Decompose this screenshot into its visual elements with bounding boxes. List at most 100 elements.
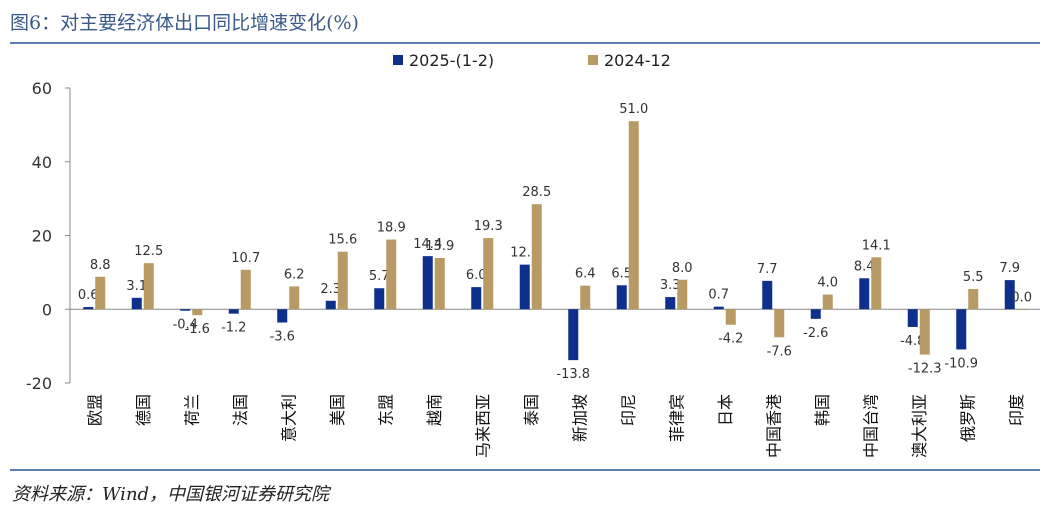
category-label: 法国 bbox=[231, 394, 250, 426]
data-label: -13.8 bbox=[556, 367, 590, 382]
category-label: 俄罗斯 bbox=[958, 394, 977, 442]
data-label: 13.9 bbox=[425, 239, 454, 254]
category-label: 中国香港 bbox=[764, 394, 783, 458]
data-label: -3.6 bbox=[270, 330, 295, 345]
bar-2024-12 bbox=[240, 269, 251, 310]
data-label: 6.2 bbox=[284, 267, 305, 282]
legend-label: 2025-(1-2) bbox=[409, 51, 494, 70]
data-label: -2.6 bbox=[803, 326, 828, 341]
bar-2025-1-2 bbox=[665, 297, 676, 310]
data-label: 4.0 bbox=[817, 276, 838, 291]
data-label: -1.6 bbox=[185, 322, 210, 337]
bar-2024-12 bbox=[192, 309, 203, 316]
bar-2025-1-2 bbox=[422, 256, 433, 310]
y-tick-label: 0 bbox=[42, 300, 52, 319]
bar-2024-12 bbox=[95, 276, 106, 310]
bar-2025-1-2 bbox=[83, 307, 94, 310]
data-label: 8.0 bbox=[672, 261, 693, 276]
data-label: 7.9 bbox=[999, 261, 1020, 276]
y-tick-label: 20 bbox=[32, 227, 52, 246]
data-label: -10.9 bbox=[944, 356, 978, 371]
data-label: -4.2 bbox=[718, 332, 743, 347]
category-label: 韩国 bbox=[813, 394, 832, 426]
bar-2025-1-2 bbox=[519, 264, 530, 310]
category-label: 欧盟 bbox=[85, 394, 104, 426]
category-label: 美国 bbox=[328, 394, 347, 426]
data-label: -7.6 bbox=[767, 344, 792, 359]
data-label: 51.0 bbox=[619, 102, 648, 117]
legend-swatch bbox=[393, 55, 403, 65]
bar-2025-1-2 bbox=[810, 309, 821, 319]
category-label: 泰国 bbox=[522, 394, 541, 426]
y-tick-label: 60 bbox=[32, 79, 52, 98]
bar-2024-12 bbox=[871, 257, 882, 310]
bar-2025-1-2 bbox=[1004, 280, 1015, 310]
category-label: 越南 bbox=[425, 394, 444, 426]
bar-2025-1-2 bbox=[713, 306, 724, 310]
data-label: 7.7 bbox=[757, 262, 778, 277]
data-label: 6.4 bbox=[575, 267, 596, 282]
data-label: -4.8 bbox=[900, 334, 925, 349]
bar-2024-12 bbox=[143, 263, 154, 310]
data-label: 0.6 bbox=[78, 288, 99, 303]
data-label: 3.3 bbox=[660, 278, 681, 293]
category-label: 德国 bbox=[134, 394, 153, 426]
bar-2024-12 bbox=[289, 286, 300, 310]
data-label: 2.3 bbox=[320, 282, 341, 297]
bar-2025-1-2 bbox=[471, 287, 482, 310]
bar-2025-1-2 bbox=[956, 309, 967, 350]
y-tick-label: -20 bbox=[26, 374, 52, 393]
category-label: 马来西亚 bbox=[473, 394, 492, 458]
category-label: 印度 bbox=[1007, 394, 1026, 426]
bar-2025-1-2 bbox=[374, 288, 385, 310]
data-label: 28.5 bbox=[522, 185, 551, 200]
category-label: 荷兰 bbox=[182, 394, 201, 426]
legend-swatch bbox=[588, 55, 598, 65]
category-label: 澳大利亚 bbox=[910, 394, 929, 458]
bar-2024-12 bbox=[483, 238, 494, 310]
category-label: 意大利 bbox=[279, 394, 298, 442]
bar-2024-12 bbox=[968, 288, 979, 310]
data-label: 14.4 bbox=[413, 237, 442, 252]
data-label: 3.1 bbox=[126, 279, 147, 294]
category-label: 东盟 bbox=[376, 394, 395, 426]
data-label: 0.0 bbox=[1011, 290, 1032, 305]
data-label: 12.5 bbox=[134, 244, 163, 259]
data-label: 6.5 bbox=[611, 266, 632, 281]
data-label: 5.7 bbox=[369, 269, 390, 284]
bar-2024-12 bbox=[677, 279, 688, 310]
bar-2025-1-2 bbox=[859, 278, 870, 310]
bar-2025-1-2 bbox=[616, 285, 627, 310]
data-label: 5.5 bbox=[963, 270, 984, 285]
data-label: 8.4 bbox=[854, 259, 875, 274]
chart-title: 图6：对主要经济体出口同比增速变化(%) bbox=[10, 12, 359, 34]
data-label: 8.8 bbox=[90, 258, 111, 273]
bar-2024-12 bbox=[580, 285, 591, 310]
category-label: 菲律宾 bbox=[667, 394, 686, 442]
category-label: 日本 bbox=[716, 394, 735, 426]
bar-2025-1-2 bbox=[325, 300, 336, 310]
data-label: -12.3 bbox=[908, 362, 942, 377]
bar-2024-12 bbox=[337, 251, 348, 310]
bar-2024-12 bbox=[822, 294, 833, 310]
bar-2024-12 bbox=[628, 121, 639, 310]
bar-2025-1-2 bbox=[180, 309, 191, 311]
data-label: 14.1 bbox=[862, 238, 891, 253]
bar-2025-1-2 bbox=[568, 309, 579, 361]
y-tick-label: 40 bbox=[32, 153, 52, 172]
data-label: -1.2 bbox=[221, 321, 246, 336]
data-label: 6.0 bbox=[466, 268, 487, 283]
source-note: 资料来源：Wind，中国银河证券研究院 bbox=[12, 484, 330, 505]
data-label: 0.7 bbox=[708, 288, 729, 303]
category-label: 中国台湾 bbox=[861, 394, 880, 458]
data-label: 15.6 bbox=[328, 233, 357, 248]
bar-2025-1-2 bbox=[762, 280, 773, 310]
bar-2025-1-2 bbox=[277, 309, 288, 323]
data-label: 10.7 bbox=[231, 251, 260, 266]
category-label: 新加坡 bbox=[570, 394, 589, 442]
bar-2025-1-2 bbox=[907, 309, 918, 327]
category-label: 印尼 bbox=[619, 394, 638, 426]
data-label: 19.3 bbox=[474, 219, 503, 234]
title-divider bbox=[10, 42, 1040, 44]
